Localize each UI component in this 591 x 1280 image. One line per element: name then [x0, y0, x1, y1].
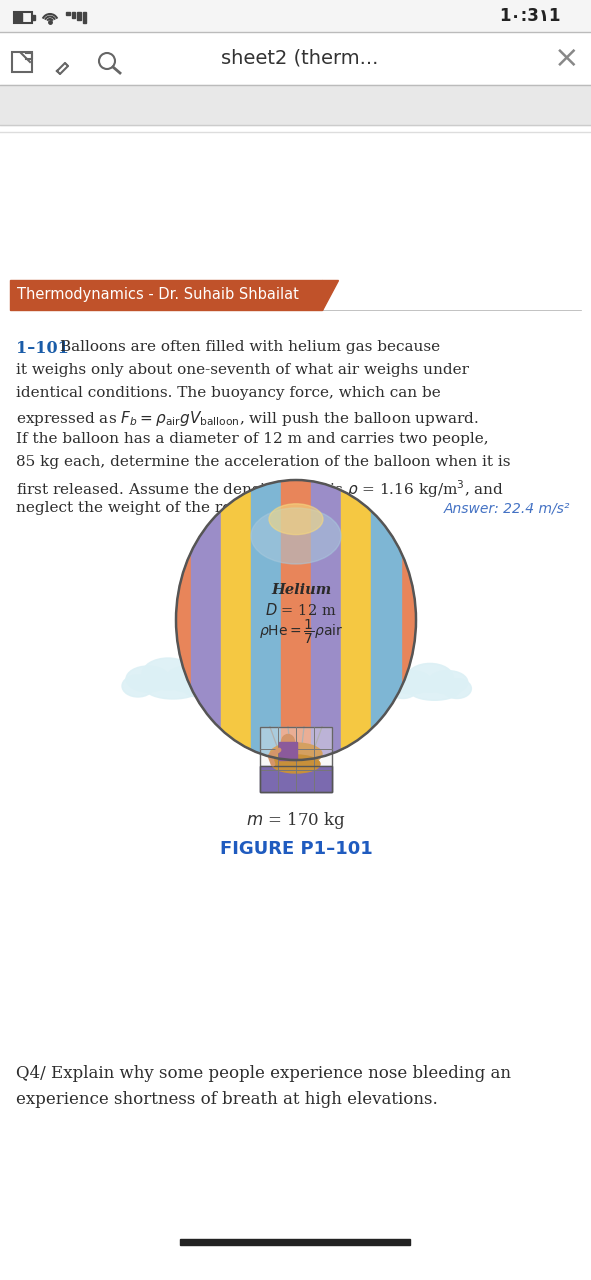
Ellipse shape	[122, 675, 154, 698]
Ellipse shape	[407, 663, 453, 692]
Bar	[12, 52, 32, 72]
Bar	[0, 0, 591, 32]
Bar	[279, 742, 297, 760]
Text: ×: ×	[554, 44, 580, 73]
Bar	[0, 32, 591, 84]
Text: Thermodynamics - Dr. Suhaib Shbailat: Thermodynamics - Dr. Suhaib Shbailat	[17, 287, 299, 302]
Bar	[191, 480, 221, 760]
Ellipse shape	[410, 681, 460, 700]
Text: Helium: Helium	[271, 582, 331, 596]
Bar	[251, 480, 281, 760]
Bar	[77, 12, 80, 20]
Ellipse shape	[182, 675, 214, 698]
Bar	[66, 12, 70, 15]
Bar	[371, 480, 401, 760]
Ellipse shape	[126, 666, 170, 692]
Bar	[221, 480, 251, 760]
Text: $m$ = 170 kg: $m$ = 170 kg	[246, 810, 346, 831]
Ellipse shape	[428, 671, 468, 694]
Text: Q4/ Explain why some people experience nose bleeding an: Q4/ Explain why some people experience n…	[16, 1065, 511, 1082]
Bar	[341, 480, 371, 760]
Ellipse shape	[251, 508, 341, 564]
Ellipse shape	[270, 742, 322, 765]
Bar	[260, 727, 332, 792]
Ellipse shape	[443, 678, 472, 699]
Text: 85 kg each, determine the acceleration of the balloon when it is: 85 kg each, determine the acceleration o…	[16, 454, 511, 468]
Text: sheet2 (therm...: sheet2 (therm...	[221, 49, 379, 68]
Text: $\rho\mathrm{He} = \dfrac{1}{7}\rho\mathrm{air}$: $\rho\mathrm{He} = \dfrac{1}{7}\rho\math…	[259, 618, 343, 646]
Text: identical conditions. The buoyancy force, which can be: identical conditions. The buoyancy force…	[16, 387, 441, 399]
Text: FIGURE P1–101: FIGURE P1–101	[220, 840, 372, 858]
Text: If the balloon has a diameter of 12 m and carries two people,: If the balloon has a diameter of 12 m an…	[16, 431, 489, 445]
Text: Balloons are often filled with helium gas because: Balloons are often filled with helium ga…	[60, 340, 440, 355]
Bar	[32, 15, 34, 20]
Bar	[260, 765, 332, 792]
Ellipse shape	[269, 504, 323, 535]
Ellipse shape	[389, 678, 417, 699]
Text: experience shortness of breath at high elevations.: experience shortness of breath at high e…	[16, 1091, 438, 1108]
Text: Answer: 22.4 m/s²: Answer: 22.4 m/s²	[443, 500, 570, 515]
Ellipse shape	[142, 658, 194, 690]
Bar	[260, 727, 332, 792]
Ellipse shape	[176, 480, 416, 760]
Bar	[180, 1239, 410, 1245]
Ellipse shape	[281, 735, 294, 750]
Bar	[0, 84, 591, 125]
Bar	[14, 12, 32, 23]
Bar	[260, 765, 332, 792]
Ellipse shape	[392, 671, 432, 694]
Ellipse shape	[145, 677, 201, 699]
Bar	[10, 280, 322, 310]
Bar	[281, 480, 311, 760]
Bar	[72, 12, 75, 18]
Text: expressed as $F_b = \rho_\mathrm{air}gV_\mathrm{balloon}$, will push the balloon: expressed as $F_b = \rho_\mathrm{air}gV_…	[16, 410, 479, 428]
Text: 1–101: 1–101	[16, 340, 69, 357]
Text: neglect the weight of the ropes and the cage.: neglect the weight of the ropes and the …	[16, 500, 367, 515]
Text: $D$ = 12 m: $D$ = 12 m	[265, 602, 337, 618]
Bar	[83, 12, 86, 23]
Polygon shape	[322, 280, 338, 310]
Text: it weighs only about one-seventh of what air weighs under: it weighs only about one-seventh of what…	[16, 364, 469, 378]
Ellipse shape	[166, 666, 210, 692]
Bar	[15, 13, 22, 22]
Text: 1٠:3١1: 1٠:3١1	[499, 6, 561, 26]
Ellipse shape	[272, 755, 320, 773]
Text: first released. Assume the density of air is $\rho$ = 1.16 kg/m$^3$, and: first released. Assume the density of ai…	[16, 477, 504, 499]
Bar	[311, 480, 341, 760]
